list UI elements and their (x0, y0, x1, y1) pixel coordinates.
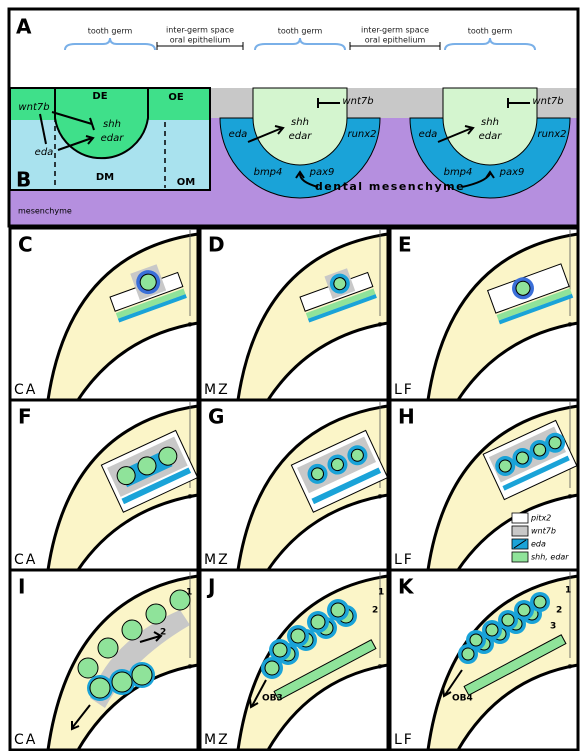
header: inter-germ space (361, 26, 429, 35)
legend-label: pitx2 (530, 514, 551, 523)
tooth-germ (502, 614, 514, 626)
marker-label: 2 (160, 628, 166, 638)
stage-label: LF (394, 552, 414, 568)
header: inter-germ space (166, 26, 234, 35)
tooth-germ (486, 624, 498, 636)
marker-label: OB3 (262, 694, 283, 704)
marker-label: 1 (378, 588, 384, 598)
gene-label: shh (481, 117, 499, 128)
header: oral epithelium (365, 36, 426, 45)
panel-letter: D (208, 233, 225, 257)
panel-letter: E (398, 233, 412, 257)
section-label: s (188, 492, 192, 501)
legend-swatch (512, 552, 528, 562)
tooth-germ (518, 604, 530, 616)
tooth-germ (265, 661, 279, 675)
tissue-label: OM (177, 177, 196, 188)
tooth-germ (291, 629, 305, 643)
gene-label: runx2 (347, 129, 376, 140)
gene-label: wnt7b (532, 96, 563, 107)
tissue-label: OE (168, 92, 184, 103)
legend-label: shh, edar (531, 553, 569, 562)
panel-letter: I (18, 575, 25, 599)
tooth-germ (146, 604, 166, 624)
marker-label: 2 (372, 606, 378, 616)
gene-label: bmp4 (444, 167, 473, 178)
legend-label: eda (531, 540, 546, 549)
section-label: s (568, 492, 572, 501)
tooth-germ (462, 648, 474, 660)
gene-label: pax9 (499, 167, 525, 178)
header: tooth germ (278, 27, 323, 36)
tooth-germ (122, 620, 142, 640)
gene-label: shh (291, 117, 309, 128)
dental-mesenchyme-label: dental mesenchyme (315, 180, 465, 193)
gene-label: eda (229, 129, 248, 140)
marker-label: 1 (186, 588, 192, 598)
stage-label: CA (14, 382, 37, 398)
section-label: s (188, 320, 192, 329)
tooth-germ (534, 596, 546, 608)
header: oral epithelium (170, 36, 231, 45)
stage-label: LF (394, 382, 414, 398)
gene-label: wnt7b (342, 96, 373, 107)
marker-label: 3 (550, 622, 556, 632)
panel-letter: F (18, 405, 32, 429)
tooth-germ (331, 603, 345, 617)
gene-label: wnt7b (18, 102, 49, 113)
tooth-germ (112, 672, 132, 692)
section-label: s (188, 662, 192, 671)
section-label: s (378, 320, 382, 329)
gene-label: eda (35, 147, 54, 158)
gene-label: edar (101, 133, 125, 144)
gene-label: bmp4 (254, 167, 283, 178)
marker-label: 1 (565, 586, 571, 596)
section-label: s (378, 492, 382, 501)
tissue-label: mesenchyme (18, 207, 72, 216)
panels: sCCAsDMZsELFsFCAsGMZsHLFsICA12sJMZ12OB3s… (10, 228, 578, 750)
stage-label: LF (394, 732, 414, 748)
gene-label: eda (419, 129, 438, 140)
legend-swatch (512, 513, 528, 523)
header: tooth germ (88, 27, 133, 36)
header: tooth germ (468, 27, 513, 36)
tooth-germ (98, 638, 118, 658)
tooth-germ (132, 665, 152, 685)
section-label: s (568, 662, 572, 671)
tooth-germ (311, 615, 325, 629)
gene-label: shh (103, 119, 121, 130)
tooth-germ (78, 658, 98, 678)
stage-label: MZ (204, 382, 230, 398)
legend-label: wnt7b (531, 527, 556, 536)
figure: A tooth germ inter-germ space oral epith… (0, 0, 580, 751)
panel-letter: G (208, 405, 224, 429)
gene-label: edar (289, 131, 313, 142)
marker-label: OB4 (452, 694, 473, 704)
panel-letter: A (16, 15, 32, 39)
panel-letter: B (16, 168, 31, 192)
stage-label: CA (14, 732, 37, 748)
panel-letter: C (18, 233, 33, 257)
panel-letter: K (398, 575, 415, 599)
gene-label: edar (479, 131, 503, 142)
panel-letter: H (398, 405, 415, 429)
panel-letter: J (206, 575, 215, 599)
marker-label: 2 (556, 606, 562, 616)
tissue-label: DE (92, 91, 107, 102)
tooth-germ (90, 678, 110, 698)
gene-label: pax9 (309, 167, 335, 178)
tissue-label: DM (96, 172, 114, 183)
tooth-germ (273, 643, 287, 657)
stage-label: MZ (204, 732, 230, 748)
section-label: s (378, 662, 382, 671)
tooth-germ (470, 634, 482, 646)
section-label: s (568, 320, 572, 329)
legend-swatch (512, 526, 528, 536)
gene-label: runx2 (537, 129, 566, 140)
stage-label: CA (14, 552, 37, 568)
stage-label: MZ (204, 552, 230, 568)
